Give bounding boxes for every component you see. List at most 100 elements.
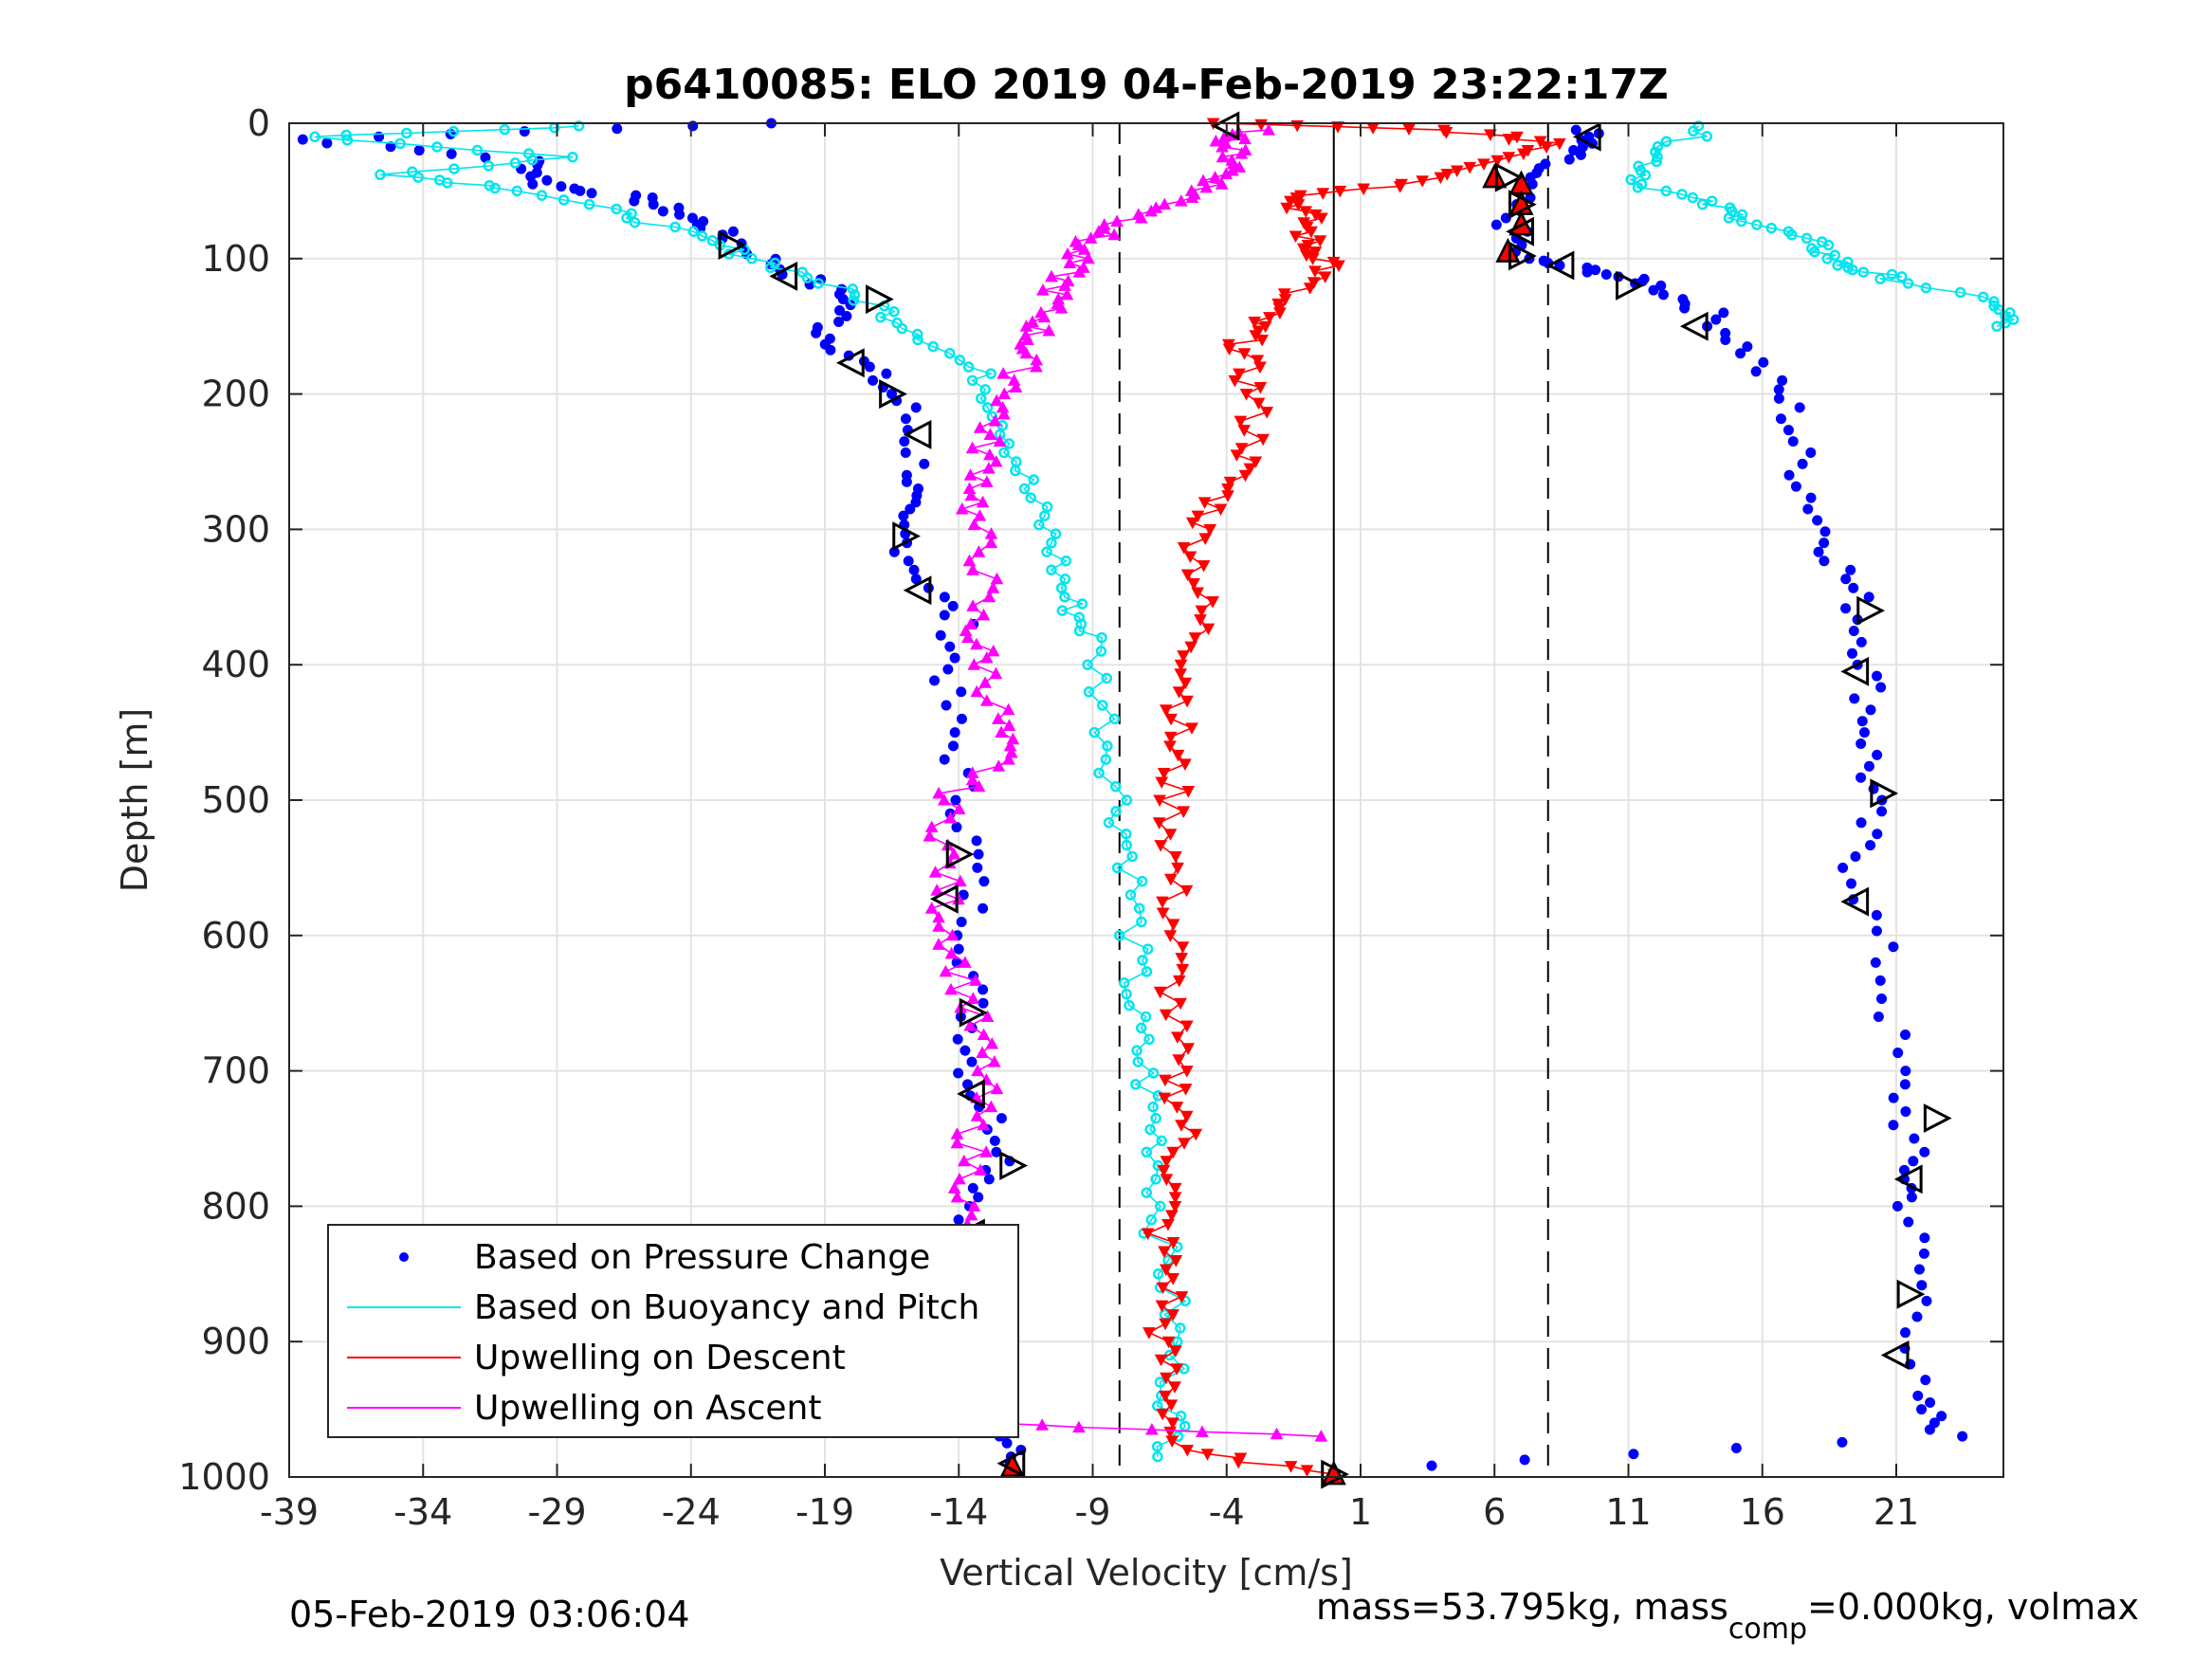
- data-point: [1856, 636, 1867, 647]
- data-point: [979, 694, 994, 706]
- data-point: [949, 652, 960, 664]
- data-point: [1314, 1430, 1328, 1442]
- data-point: [1872, 749, 1883, 760]
- data-point: [970, 637, 983, 650]
- data-point: [489, 182, 501, 194]
- data-point: [1194, 614, 1207, 627]
- data-point: [407, 166, 418, 177]
- data-point: [1925, 1396, 1936, 1408]
- data-point: [1652, 141, 1664, 153]
- data-point: [1159, 704, 1173, 717]
- x-tick-label: -9: [1075, 1491, 1111, 1533]
- data-point: [1393, 181, 1407, 193]
- legend-swatch: [399, 1252, 409, 1262]
- data-point: [1865, 840, 1876, 851]
- data-point: [1019, 346, 1033, 359]
- data-point: [1911, 1311, 1923, 1322]
- data-point: [975, 392, 987, 405]
- data-point: [954, 355, 966, 366]
- data-point: [1876, 806, 1888, 817]
- data-point: [1164, 873, 1178, 886]
- data-point: [1145, 1422, 1159, 1435]
- data-point: [1921, 1295, 1932, 1306]
- data-point: [499, 123, 510, 136]
- data-point: [1108, 713, 1121, 725]
- data-point: [1083, 686, 1095, 698]
- data-point: [977, 1028, 991, 1041]
- data-point: [952, 802, 966, 815]
- data-point: [1208, 171, 1222, 183]
- data-point: [1036, 283, 1050, 296]
- data-point: [971, 835, 982, 847]
- data-point: [1775, 413, 1786, 425]
- stall-marker: [1840, 886, 1870, 917]
- bottom-marker: [999, 1451, 1025, 1477]
- data-point: [1041, 546, 1052, 557]
- data-point: [1055, 582, 1068, 594]
- data-point: [1200, 1449, 1215, 1461]
- data-point: [629, 195, 640, 207]
- data-point: [1196, 1425, 1209, 1437]
- data-point: [929, 675, 941, 686]
- data-point: [956, 917, 967, 928]
- y-tick-label: 1000: [178, 1456, 270, 1498]
- data-point: [939, 592, 950, 603]
- data-point: [511, 185, 523, 197]
- stall-marker: [1508, 241, 1537, 271]
- data-point: [1581, 266, 1593, 278]
- data-point: [1071, 238, 1086, 251]
- data-point: [1209, 134, 1223, 147]
- data-point: [1333, 185, 1347, 198]
- data-point: [911, 328, 923, 340]
- data-point: [983, 447, 996, 461]
- data-point: [556, 181, 567, 192]
- data-point: [1147, 1101, 1159, 1113]
- data-point: [1153, 986, 1167, 999]
- data-point: [837, 294, 849, 305]
- data-point: [978, 676, 992, 688]
- data-point: [1010, 465, 1021, 477]
- data-point: [401, 127, 412, 139]
- data-point: [1159, 1390, 1172, 1403]
- data-point: [1166, 1273, 1179, 1285]
- data-point: [648, 199, 659, 210]
- data-point: [1158, 1246, 1171, 1259]
- data-point: [982, 590, 996, 603]
- data-point: [1150, 1174, 1161, 1185]
- data-point: [1238, 469, 1252, 483]
- footer-mass-tail: =0.000kg, volmax: [1807, 1586, 2139, 1628]
- stall-marker: [1896, 1279, 1926, 1309]
- data-point: [947, 1181, 961, 1194]
- data-point: [1195, 605, 1209, 618]
- data-point: [1920, 282, 1932, 294]
- data-point: [611, 203, 622, 215]
- data-point: [1773, 384, 1784, 395]
- data-point: [1652, 151, 1663, 163]
- data-point: [1255, 334, 1270, 347]
- data-point: [1819, 556, 1830, 567]
- data-point: [1179, 884, 1194, 898]
- data-point: [1159, 1318, 1172, 1331]
- x-tick-label: -29: [527, 1491, 586, 1533]
- data-point: [1174, 668, 1188, 681]
- data-point: [1484, 129, 1497, 141]
- data-point: [1303, 283, 1317, 295]
- data-point: [573, 120, 585, 132]
- data-point: [1124, 999, 1135, 1012]
- data-point: [1118, 977, 1130, 989]
- data-point: [1991, 320, 2002, 332]
- data-point: [1777, 374, 1788, 386]
- data-point: [1136, 916, 1147, 928]
- data-point: [1082, 659, 1093, 670]
- data-point: [1157, 767, 1171, 780]
- data-point: [1142, 943, 1154, 955]
- data-point: [1131, 1045, 1143, 1056]
- data-point: [1253, 381, 1268, 394]
- data-point: [1135, 1022, 1147, 1034]
- data-point: [1166, 1417, 1179, 1430]
- data-point: [942, 664, 954, 675]
- data-point: [1651, 155, 1662, 168]
- data-point: [1500, 212, 1511, 224]
- data-point: [583, 198, 595, 210]
- data-point: [1305, 226, 1318, 239]
